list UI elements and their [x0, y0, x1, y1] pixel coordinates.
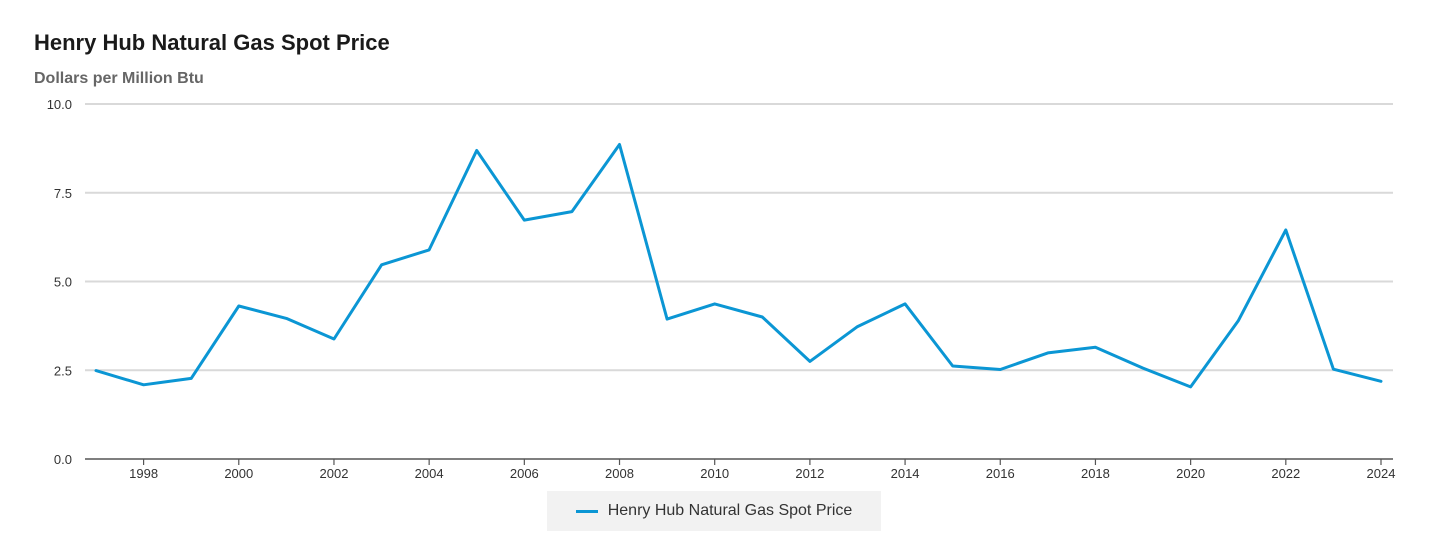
series-line[interactable] — [94, 143, 1383, 389]
y-tick-label: 10.0 — [47, 97, 72, 112]
legend-label: Henry Hub Natural Gas Spot Price — [607, 502, 853, 519]
y-tick-label: 7.5 — [54, 186, 72, 201]
x-tick-label: 1998 — [129, 466, 158, 481]
x-tick-label: 2022 — [1271, 466, 1300, 481]
x-tick-label: 2000 — [224, 466, 253, 481]
x-tick-label: 2012 — [795, 466, 824, 481]
x-tick-label: 2006 — [510, 466, 539, 481]
y-tick-label: 5.0 — [54, 275, 72, 290]
chart-subtitle: Dollars per Million Btu — [34, 70, 204, 87]
x-tick-label: 2002 — [320, 466, 349, 481]
x-tick-label: 2014 — [891, 466, 920, 481]
legend[interactable]: Henry Hub Natural Gas Spot Price — [547, 491, 881, 531]
x-axis-tick-labels: 1998 2000 2002 2004 2006 2008 2010 2012 2014 2016… — [129, 459, 1395, 481]
series-group — [94, 143, 1383, 389]
chart-title: Henry Hub Natural Gas Spot Price — [34, 30, 390, 55]
y-tick-label: 2.5 — [54, 363, 72, 378]
y-axis-tick-labels: 0.0 2.5 5.0 7.5 10.0 — [47, 97, 72, 467]
x-tick-label: 2008 — [605, 466, 634, 481]
legend-swatch — [575, 509, 598, 513]
x-tick-label: 2024 — [1367, 466, 1396, 481]
y-tick-label: 0.0 — [54, 452, 72, 467]
x-tick-label: 2018 — [1081, 466, 1110, 481]
x-tick-label: 2004 — [415, 466, 444, 481]
x-tick-label: 2010 — [700, 466, 729, 481]
x-tick-label: 2020 — [1176, 466, 1205, 481]
x-tick-label: 2016 — [986, 466, 1015, 481]
gridlines — [85, 103, 1393, 372]
